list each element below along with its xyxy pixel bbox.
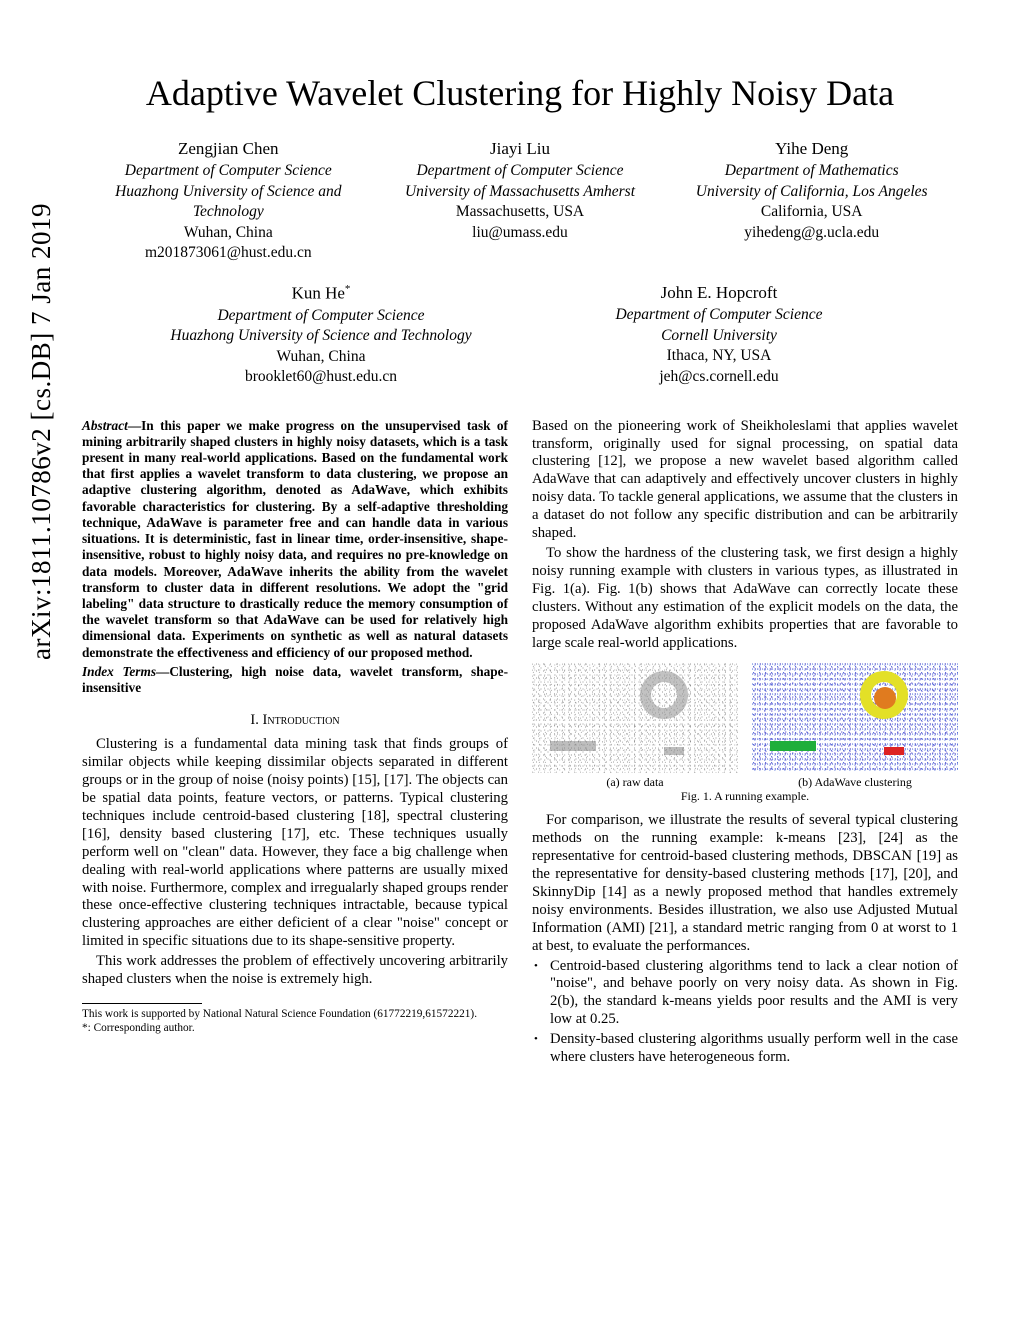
list-item: Centroid-based clustering algorithms ten… [546, 958, 958, 1030]
author-block: Yihe Deng Department of Mathematics Univ… [666, 138, 958, 264]
section-num: I. [250, 712, 262, 728]
noise-background-color [752, 663, 958, 773]
author-dept: Department of Computer Science [146, 306, 496, 326]
author-name-text: Kun He [292, 283, 345, 302]
author-email: jeh@cs.cornell.edu [544, 367, 894, 387]
left-column: Abstract—In this paper we make progress … [82, 418, 508, 1070]
bullet-list: Centroid-based clustering algorithms ten… [532, 958, 958, 1068]
authors-row-2: Kun He* Department of Computer Science H… [82, 282, 958, 388]
section-heading: I. Introduction [82, 712, 508, 730]
section-title: Introduction [263, 712, 340, 728]
figure-1 [532, 663, 958, 773]
raw-smallbar [664, 747, 684, 755]
abstract-text: —In this paper we make progress on the u… [82, 418, 508, 660]
author-inst: University of California, Los Angeles [666, 182, 958, 202]
abstract: Abstract—In this paper we make progress … [82, 418, 508, 661]
author-name: Yihe Deng [666, 138, 958, 160]
author-loc: Ithaca, NY, USA [544, 346, 894, 366]
corresponding-sup: * [345, 283, 351, 295]
author-name: John E. Hopcroft [544, 282, 894, 304]
fig1a-raw-data [532, 663, 738, 773]
arxiv-stamp: arXiv:1811.10786v2 [cs.DB] 7 Jan 2019 [26, 203, 57, 660]
author-dept: Department of Mathematics [666, 161, 958, 181]
author-email: liu@umass.edu [374, 223, 666, 243]
author-email: m201873061@hust.edu.cn [82, 243, 374, 263]
author-block: John E. Hopcroft Department of Computer … [544, 282, 894, 388]
para: Based on the pioneering work of Sheikhol… [532, 418, 958, 544]
author-dept: Department of Computer Science [374, 161, 666, 181]
res-inner [874, 687, 896, 709]
footnote-rule [82, 1003, 202, 1004]
author-block: Kun He* Department of Computer Science H… [146, 282, 496, 388]
raw-bar [550, 741, 596, 751]
para: Clustering is a fundamental data mining … [82, 736, 508, 951]
author-name: Jiayi Liu [374, 138, 666, 160]
fig1b-adawave [752, 663, 958, 773]
author-inst: Cornell University [544, 326, 894, 346]
right-column: Based on the pioneering work of Sheikhol… [532, 418, 958, 1070]
author-block: Jiayi Liu Department of Computer Science… [374, 138, 666, 264]
res-bar [770, 741, 816, 751]
authors-row-1: Zengjian Chen Department of Computer Sci… [82, 138, 958, 264]
author-inst: Huazhong University of Science and Techn… [82, 182, 374, 223]
raw-ring [640, 671, 688, 719]
author-dept: Department of Computer Science [82, 161, 374, 181]
fig1a-caption: (a) raw data [532, 775, 738, 790]
author-dept: Department of Computer Science [544, 305, 894, 325]
index-terms-lead: Index Terms [82, 664, 156, 679]
author-loc: California, USA [666, 202, 958, 222]
author-inst: Huazhong University of Science and Techn… [146, 326, 496, 346]
figure-1-subcaps: (a) raw data (b) AdaWave clustering [532, 775, 958, 790]
fig1b-caption: (b) AdaWave clustering [752, 775, 958, 790]
para: To show the hardness of the clustering t… [532, 545, 958, 653]
para: This work addresses the problem of effec… [82, 953, 508, 989]
index-terms: Index Terms—Clustering, high noise data,… [82, 664, 508, 696]
list-item: Density-based clustering algorithms usua… [546, 1031, 958, 1067]
res-smallbar [884, 747, 904, 755]
noise-background [532, 663, 738, 773]
para: For comparison, we illustrate the result… [532, 812, 958, 956]
abstract-lead: Abstract [82, 418, 128, 433]
paper-title: Adaptive Wavelet Clustering for Highly N… [82, 72, 958, 114]
author-loc: Wuhan, China [146, 347, 496, 367]
two-column-body: Abstract—In this paper we make progress … [82, 418, 958, 1070]
author-loc: Wuhan, China [82, 223, 374, 243]
page: Adaptive Wavelet Clustering for Highly N… [0, 0, 1020, 1109]
author-email: brooklet60@hust.edu.cn [146, 367, 496, 387]
author-name: Zengjian Chen [82, 138, 374, 160]
footnote: *: Corresponding author. [82, 1022, 508, 1036]
fig1-caption: Fig. 1. A running example. [532, 789, 958, 804]
author-inst: University of Massachusetts Amherst [374, 182, 666, 202]
author-loc: Massachusetts, USA [374, 202, 666, 222]
author-name: Kun He* [146, 282, 496, 305]
author-email: yihedeng@g.ucla.edu [666, 223, 958, 243]
footnote: This work is supported by National Natur… [82, 1008, 508, 1022]
author-block: Zengjian Chen Department of Computer Sci… [82, 138, 374, 264]
